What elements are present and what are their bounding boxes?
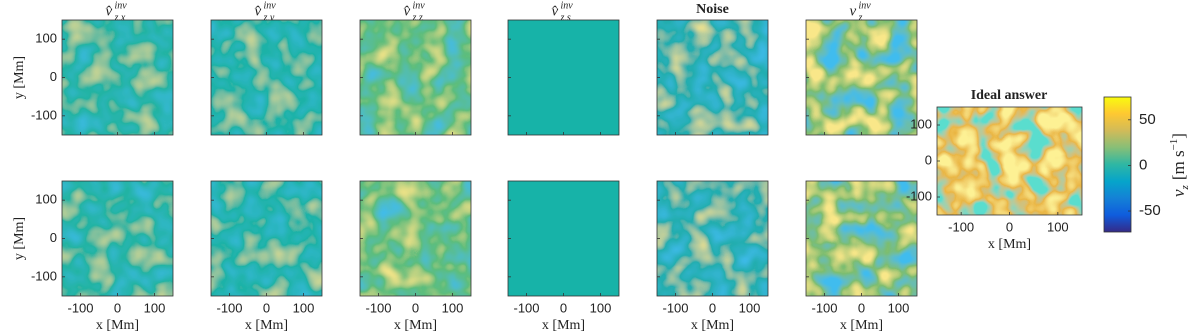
title-subscript: z,y	[263, 12, 275, 23]
title-subscript: z,s	[560, 12, 571, 23]
heatmap-image	[211, 181, 322, 296]
heatmap-image	[508, 20, 619, 135]
title-superscript: inv	[859, 0, 872, 11]
label-part: z	[1179, 184, 1191, 190]
heatmap-image	[657, 20, 768, 135]
title-subscript: z,z	[412, 12, 423, 23]
label-part: [m s	[1169, 150, 1188, 180]
heatmap-image	[508, 181, 619, 296]
label-part: ]	[1169, 133, 1188, 139]
title-symbol: v̂	[404, 3, 411, 19]
panel-title: Noise	[696, 2, 729, 17]
ideal-title: Ideal answer	[971, 88, 1048, 103]
x-tick-label: 0	[709, 300, 716, 315]
heatmap-image	[62, 20, 173, 135]
colorbar-label: vz [m s−1]	[1168, 133, 1191, 197]
x-tick-label: -100	[662, 300, 688, 315]
x-axis-label: x [Mm]	[96, 318, 139, 333]
colorbar-tick-label: 0	[1139, 156, 1147, 173]
x-tick-label: -100	[365, 300, 391, 315]
x-tick-label: 100	[1047, 219, 1069, 234]
title-superscript: inv	[413, 0, 426, 11]
x-tick-label: 0	[858, 300, 865, 315]
x-tick-label: 0	[412, 300, 419, 315]
title-symbol: v	[850, 3, 857, 19]
x-tick-label: -100	[67, 300, 93, 315]
title-superscript: inv	[264, 0, 277, 11]
heatmap-image	[211, 20, 322, 135]
y-tick-label: 0	[50, 69, 57, 84]
heatmap-image	[360, 181, 471, 296]
label-part: v	[1169, 189, 1188, 197]
x-tick-label: 100	[442, 300, 464, 315]
title-symbol: v̂	[106, 3, 113, 19]
heatmap-image	[360, 20, 471, 135]
heatmap-image	[806, 20, 917, 135]
y-tick-label: -100	[31, 268, 57, 283]
y-axis-label: y [Mm]	[12, 217, 27, 260]
colorbar-tick-label: 50	[1139, 111, 1156, 128]
heatmap-image	[937, 107, 1082, 215]
x-axis-label: x [Mm]	[691, 318, 734, 333]
title-superscript: inv	[115, 0, 128, 11]
label-part: −1	[1168, 139, 1180, 151]
y-tick-label: -100	[906, 188, 932, 203]
colorbar	[1104, 97, 1131, 232]
y-tick-label: 100	[35, 192, 57, 207]
x-tick-label: -100	[513, 300, 539, 315]
colorbar-frame	[1103, 96, 1132, 233]
x-axis-label: x [Mm]	[542, 318, 585, 333]
heatmap-image	[657, 181, 768, 296]
x-axis-label: x [Mm]	[245, 318, 288, 333]
x-axis-label: x [Mm]	[840, 318, 883, 333]
title-subscript: z	[858, 12, 863, 23]
y-tick-label: 0	[50, 230, 57, 245]
x-tick-label: 100	[293, 300, 315, 315]
x-axis-label: x [Mm]	[988, 237, 1031, 252]
x-tick-label: 100	[590, 300, 612, 315]
title-superscript: inv	[561, 0, 574, 11]
heatmap-image	[806, 181, 917, 296]
x-tick-label: 0	[1006, 219, 1013, 234]
x-tick-label: 100	[888, 300, 910, 315]
x-axis-label: x [Mm]	[394, 318, 437, 333]
x-tick-label: -100	[948, 219, 974, 234]
x-tick-label: -100	[216, 300, 242, 315]
y-tick-label: 0	[925, 152, 932, 167]
title-symbol: v̂	[552, 3, 559, 19]
x-tick-label: -100	[811, 300, 837, 315]
x-tick-label: 0	[263, 300, 270, 315]
x-tick-label: 100	[144, 300, 166, 315]
colorbar-tick-label: -50	[1139, 202, 1161, 219]
y-tick-label: 100	[35, 31, 57, 46]
title-symbol: v̂	[255, 3, 262, 19]
x-tick-label: 100	[739, 300, 761, 315]
title-subscript: z,x	[114, 12, 126, 23]
x-tick-label: 0	[114, 300, 121, 315]
y-tick-label: 100	[910, 116, 932, 131]
y-tick-label: -100	[31, 107, 57, 122]
y-axis-label: y [Mm]	[12, 56, 27, 99]
heatmap-image	[62, 181, 173, 296]
x-tick-label: 0	[560, 300, 567, 315]
